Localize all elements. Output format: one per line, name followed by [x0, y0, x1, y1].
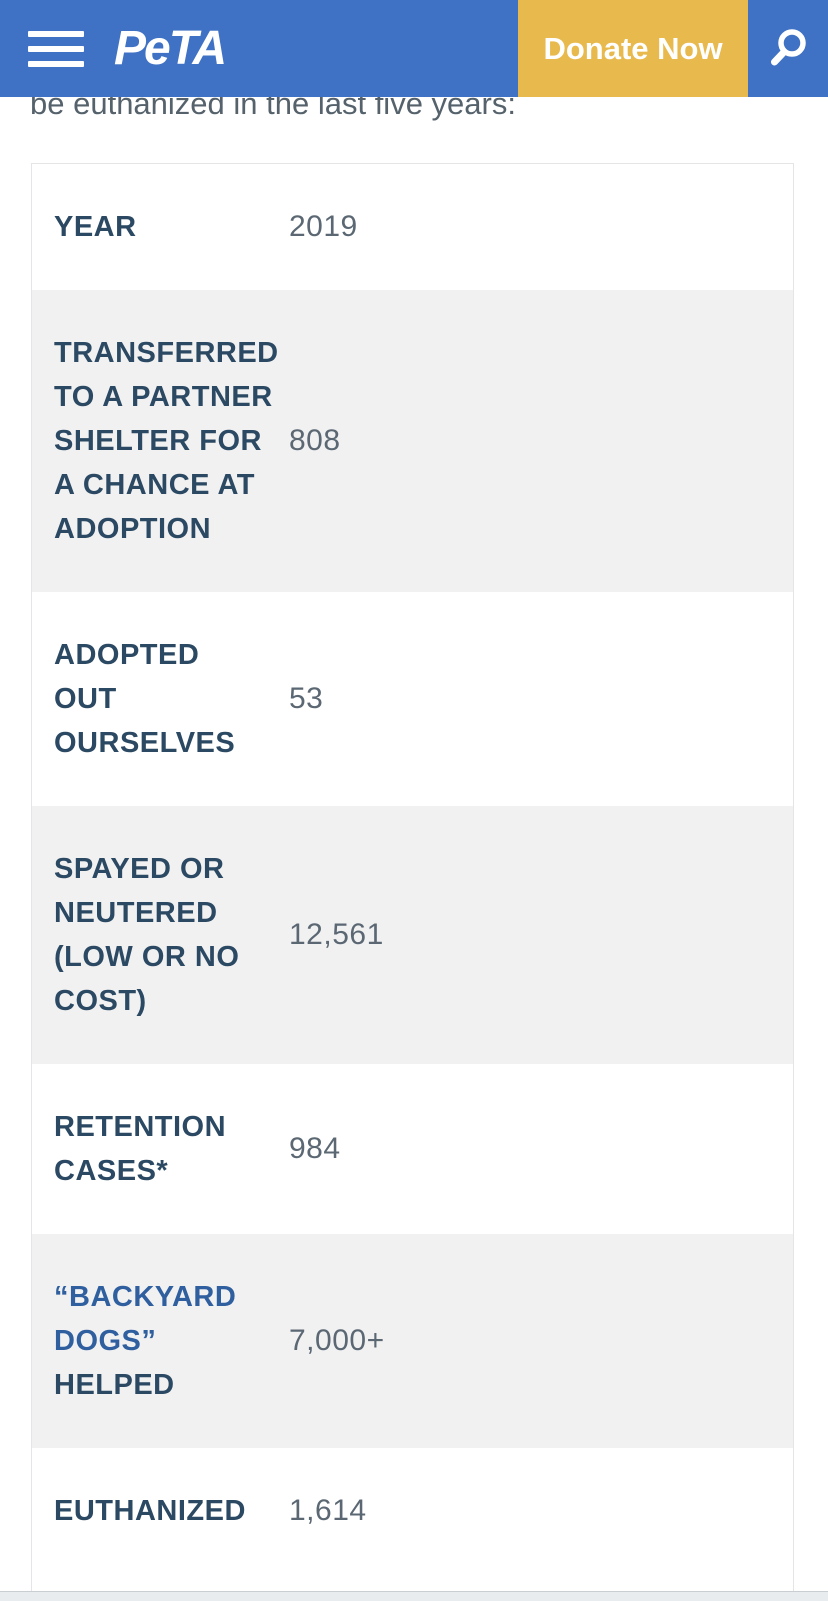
- row-label-line: COST): [54, 985, 147, 1017]
- row-label-line: HELPED: [54, 1369, 175, 1401]
- row-label-line: ADOPTION: [54, 513, 212, 545]
- row-label-line: (LOW OR NO: [54, 941, 240, 973]
- row-value: 808: [289, 424, 341, 457]
- row-label-line: RETENTION: [54, 1111, 227, 1143]
- row-value: 2019: [289, 210, 358, 243]
- table-row: EUTHANIZED 1,614: [32, 1448, 793, 1601]
- row-label-line: SPAYED OR: [54, 853, 225, 885]
- row-label: SPAYED OR NEUTERED (LOW OR NO COST): [54, 847, 289, 1023]
- row-label-line: TO A PARTNER: [54, 381, 273, 413]
- row-label-line: NEUTERED: [54, 897, 218, 929]
- row-label-line: YEAR: [54, 211, 137, 243]
- row-value: 12,561: [289, 918, 384, 951]
- peta-logo[interactable]: PeTA: [114, 22, 227, 75]
- menu-button[interactable]: [0, 0, 112, 97]
- stats-table: YEAR 2019 TRANSFERRED TO A PARTNER SHELTER…: [31, 163, 794, 1601]
- header-spacer: [225, 0, 518, 97]
- table-row: RETENTION CASES* 984: [32, 1064, 793, 1234]
- row-label-line: SHELTER FOR: [54, 425, 262, 457]
- row-label: ADOPTED OUT OURSELVES: [54, 633, 289, 765]
- backyard-dogs-link[interactable]: DOGS”: [54, 1325, 157, 1357]
- table-row: TRANSFERRED TO A PARTNER SHELTER FOR A CHAN…: [32, 290, 793, 592]
- row-label-line: OURSELVES: [54, 727, 236, 759]
- row-label: “BACKYARD DOGS” HELPED: [54, 1275, 289, 1407]
- row-label-line: CASES*: [54, 1155, 169, 1187]
- row-label-line: A CHANCE AT: [54, 469, 255, 501]
- row-label-line: OUT: [54, 683, 117, 715]
- search-icon: [771, 28, 806, 65]
- row-value: 984: [289, 1132, 341, 1165]
- hamburger-icon: [28, 60, 84, 67]
- row-label: YEAR: [54, 205, 289, 249]
- row-label-line: TRANSFERRED: [54, 337, 279, 369]
- row-label: EUTHANIZED: [54, 1489, 289, 1533]
- backyard-dogs-link[interactable]: “BACKYARD: [54, 1281, 237, 1313]
- table-row: YEAR 2019: [32, 164, 793, 290]
- donate-now-button[interactable]: Donate Now: [518, 0, 748, 97]
- row-label-line: ADOPTED: [54, 639, 200, 671]
- row-label: RETENTION CASES*: [54, 1105, 289, 1193]
- row-value: 53: [289, 682, 324, 715]
- hamburger-icon: [28, 30, 84, 37]
- row-label: TRANSFERRED TO A PARTNER SHELTER FOR A CHAN…: [54, 331, 289, 551]
- bottom-scrollbar-strip: [0, 1591, 828, 1601]
- row-label-line: EUTHANIZED: [54, 1495, 246, 1527]
- top-nav-bar: PeTA Donate Now: [0, 0, 828, 97]
- row-value: 1,614: [289, 1494, 367, 1527]
- search-button[interactable]: [748, 0, 828, 97]
- hamburger-icon: [28, 45, 84, 52]
- table-row: “BACKYARD DOGS” HELPED 7,000+: [32, 1234, 793, 1448]
- row-value: 7,000+: [289, 1324, 385, 1357]
- table-row: SPAYED OR NEUTERED (LOW OR NO COST) 12,561: [32, 806, 793, 1064]
- table-row: ADOPTED OUT OURSELVES 53: [32, 592, 793, 806]
